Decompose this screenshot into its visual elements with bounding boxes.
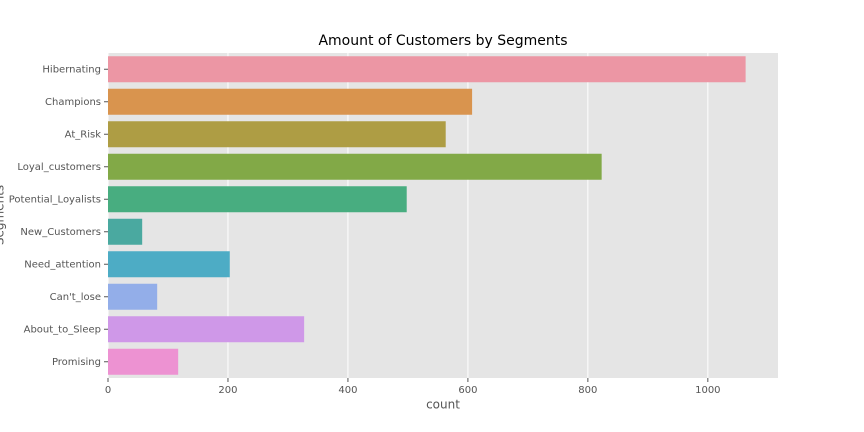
x-axis-label: count bbox=[426, 398, 460, 412]
y-tick-label: Can't_lose bbox=[50, 292, 101, 303]
bar bbox=[108, 186, 407, 213]
chart-title: Amount of Customers by Segments bbox=[318, 33, 567, 49]
y-tick-label: Loyal_customers bbox=[17, 162, 101, 173]
y-tick-label: Champions bbox=[45, 97, 101, 108]
y-tick-label: At_Risk bbox=[65, 129, 102, 140]
y-tick-label: Potential_Loyalists bbox=[9, 194, 101, 205]
y-tick-label: Hibernating bbox=[42, 64, 101, 75]
bar bbox=[108, 348, 179, 375]
y-tick-label: New_Customers bbox=[20, 227, 101, 238]
x-tick-label: 0 bbox=[105, 385, 111, 396]
bar bbox=[108, 88, 473, 115]
y-tick-label: Promising bbox=[52, 357, 101, 368]
bar bbox=[108, 316, 305, 343]
x-tick-label: 400 bbox=[338, 385, 357, 396]
bar bbox=[108, 218, 143, 245]
x-tick-label: 200 bbox=[218, 385, 237, 396]
bar bbox=[108, 56, 746, 83]
x-tick-label: 1000 bbox=[695, 385, 720, 396]
x-tick-label: 800 bbox=[578, 385, 597, 396]
y-tick-label: Need_attention bbox=[24, 259, 101, 270]
y-tick-label: About_to_Sleep bbox=[24, 324, 101, 335]
x-tick-label: 600 bbox=[458, 385, 477, 396]
bar bbox=[108, 251, 230, 278]
bar bbox=[108, 283, 158, 310]
y-axis-label: Segments bbox=[0, 185, 7, 245]
bar bbox=[108, 121, 446, 148]
bar bbox=[108, 153, 602, 180]
